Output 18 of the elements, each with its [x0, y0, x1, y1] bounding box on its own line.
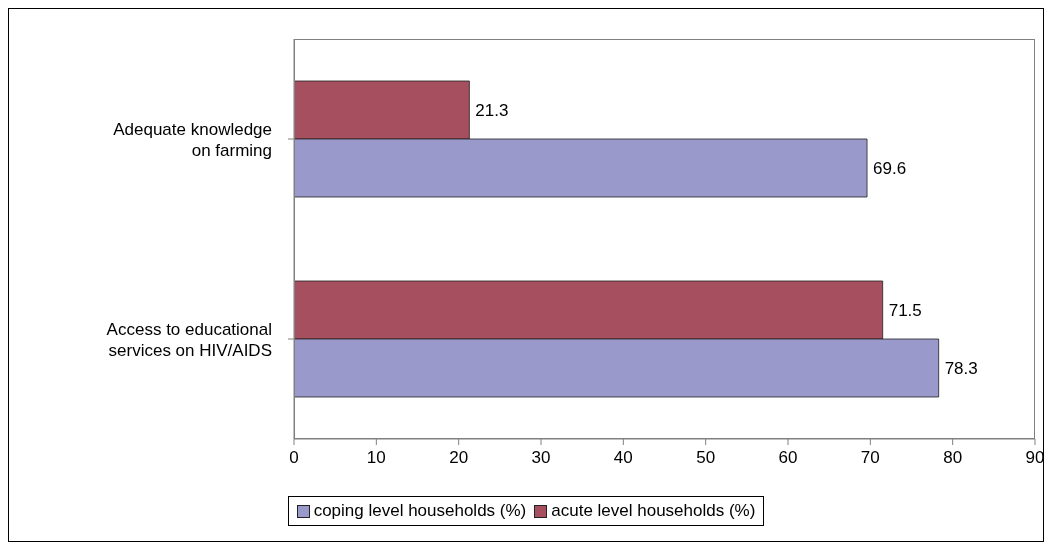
y-tick-label: Access to educational services on HIV/AIDS: [106, 319, 272, 359]
x-tick-label: 20: [449, 448, 469, 468]
x-tick-label: 90: [1025, 448, 1045, 468]
x-tick-label: 0: [289, 448, 299, 468]
data-label: 78.3: [944, 359, 978, 379]
x-tick-label: 30: [531, 448, 551, 468]
x-tick-label: 60: [778, 448, 798, 468]
data-label: 69.6: [873, 159, 907, 179]
x-tick-label: 80: [943, 448, 963, 468]
x-tick-label: 40: [613, 448, 633, 468]
x-tick-label: 10: [366, 448, 386, 468]
x-tick-label: 70: [860, 448, 880, 468]
x-tick-label: 50: [696, 448, 716, 468]
legend-label: coping level households (%): [313, 501, 527, 521]
legend-label: acute level households (%): [551, 501, 756, 521]
y-tick-label: Adequate knowledge on farming: [113, 119, 272, 159]
data-label: 21.3: [475, 101, 509, 121]
data-label: 71.5: [888, 301, 922, 321]
